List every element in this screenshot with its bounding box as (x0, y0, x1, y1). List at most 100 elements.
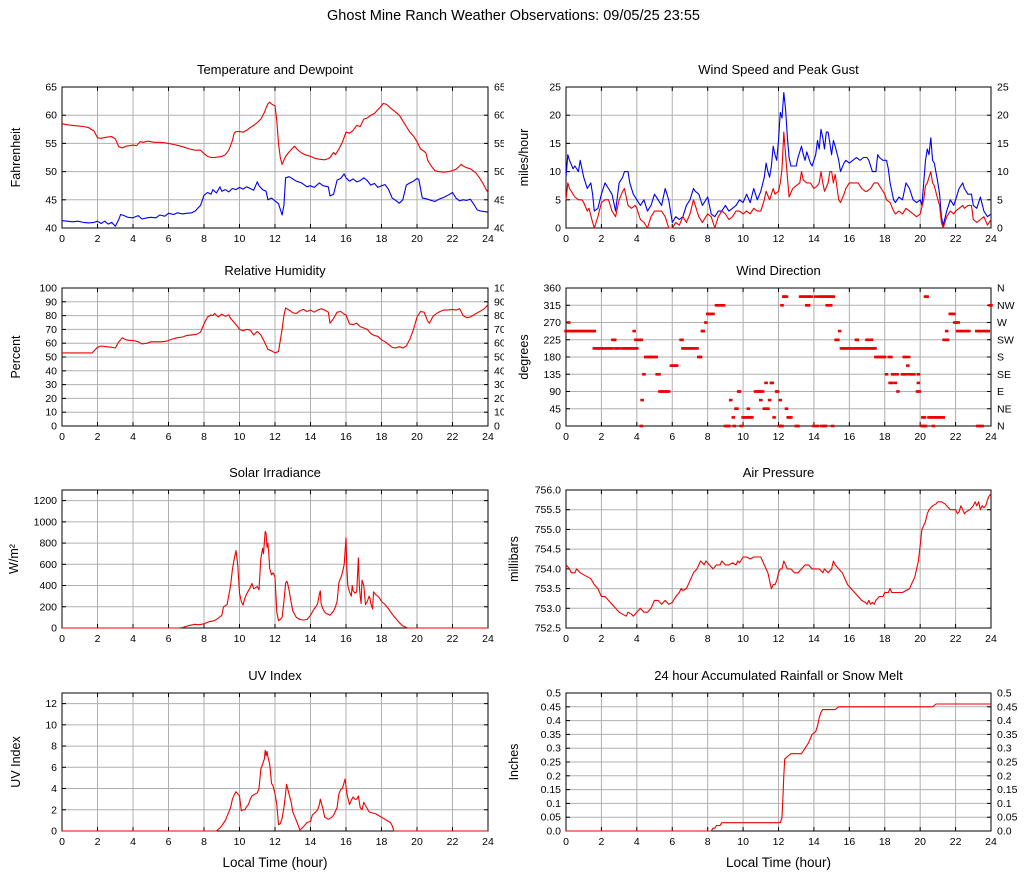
y-tick-label-right: 15 (997, 138, 1009, 150)
chart-title: Wind Speed and Peak Gust (698, 62, 859, 77)
x-tick-label: 16 (843, 633, 855, 645)
y-tick-label: 755.0 (535, 524, 561, 536)
x-tick-label: 4 (130, 836, 136, 848)
y-axis-label: Percent (9, 335, 23, 379)
x-tick-label: 24 (985, 233, 997, 245)
scatter-point (890, 381, 894, 385)
y-tick-label-right: 100 (494, 283, 504, 295)
scatter-point (720, 304, 724, 307)
y-tick-label: 0.35 (541, 729, 562, 741)
scatter-point (836, 338, 840, 342)
scatter-point (674, 364, 679, 367)
page-title: Ghost Mine Ranch Weather Observations: 0… (327, 8, 700, 24)
scatter-point (666, 390, 671, 393)
scatter-point (613, 347, 618, 350)
series-dewpoint (61, 173, 489, 227)
x-tick-label: 6 (166, 431, 172, 443)
series-wind-speed (565, 131, 992, 229)
y-tick-label: 100 (39, 283, 57, 295)
scatter-point (912, 373, 916, 376)
y-tick-label: 15 (549, 138, 561, 150)
y-tick-label: 2 (51, 804, 57, 816)
y-tick-label-right: 40 (494, 223, 504, 235)
scatter-point (896, 390, 900, 393)
x-tick-label: 4 (130, 431, 136, 443)
y-axis-label: W/m² (7, 544, 21, 574)
scatter-point (882, 355, 887, 359)
chart-air-pressure: 0 2 4 6 8 10 12 14 16 18 20 22 24 752.5 753.0 753.5 754.… (504, 450, 1027, 655)
x-tick-label: 18 (376, 836, 388, 848)
scatter-point (916, 373, 921, 376)
scatter-point (941, 416, 945, 419)
chart-wind-direction: 0 2 4 6 8 10 12 14 16 18 20 22 24 0 N 45 NE 90 E 135 SE 180 S 2… (504, 250, 1027, 450)
x-tick-label: 6 (166, 836, 172, 848)
y-tick-label-right: 70 (494, 324, 504, 336)
x-tick-label: 18 (879, 836, 891, 848)
y-tick-label-right: 65 (494, 82, 504, 94)
x-tick-label: 8 (705, 836, 711, 848)
scatter-point (731, 416, 736, 419)
scatter-point (746, 407, 751, 410)
y-tick-label-right: 60 (494, 110, 504, 122)
scatter-point (589, 329, 593, 333)
scatter-point (592, 347, 597, 350)
scatter-point (695, 347, 699, 350)
scatter-point (764, 407, 768, 410)
scatter-point (698, 355, 703, 359)
x-tick-label: 2 (95, 233, 101, 245)
y-axis-label: Fahrenheit (9, 127, 23, 187)
scatter-point (812, 424, 816, 428)
scatter-point (632, 329, 636, 333)
scatter-point (571, 329, 575, 333)
x-tick-label: 0 (563, 233, 569, 245)
x-tick-label: 12 (773, 431, 785, 443)
x-tick-label: 0 (563, 836, 569, 848)
y-tick-label: 225 (543, 334, 561, 346)
x-tick-label: 14 (305, 233, 317, 245)
scatter-point (907, 373, 912, 376)
x-tick-label: 10 (234, 233, 246, 245)
scatter-point (815, 424, 820, 428)
scatter-point (860, 347, 865, 350)
x-tick-label: 10 (737, 233, 749, 245)
scatter-point (576, 329, 581, 333)
scatter-point (680, 338, 684, 342)
scatter-point (778, 398, 783, 402)
chart-rainfall: 0 2 4 6 8 10 12 14 16 18 20 22 24 0.0 0.0 0.05 0.05 0.1 0.… (504, 655, 1027, 878)
x-tick-label: 14 (808, 836, 820, 848)
scatter-point (654, 355, 659, 359)
scatter-point (784, 295, 789, 298)
x-tick-label: 4 (634, 431, 640, 443)
y-tick-label: 0.5 (546, 688, 561, 700)
x-tick-label: 0 (563, 633, 569, 645)
x-tick-label: 24 (985, 836, 997, 848)
scatter-point (750, 416, 754, 419)
x-tick-label: 18 (879, 633, 891, 645)
y-axis-label: Inches (507, 744, 521, 781)
scatter-point (789, 416, 793, 419)
scatter-point (960, 329, 965, 333)
y-tick-label-right: 0 (494, 421, 500, 433)
plot-border (61, 489, 489, 629)
chart-title: 24 hour Accumulated Rainfall or Snow Mel… (654, 668, 903, 683)
scatter-point (904, 355, 908, 359)
y-tick-label-right: 50 (494, 352, 504, 364)
y-axis-label: millibars (507, 536, 521, 582)
scatter-point (937, 416, 942, 419)
x-tick-label: 2 (95, 431, 101, 443)
x-tick-label: 4 (130, 633, 136, 645)
y-tick-label: 0.25 (541, 757, 562, 769)
x-tick-label: 14 (808, 431, 820, 443)
x-tick-label: 14 (305, 431, 317, 443)
x-tick-label: 4 (634, 836, 640, 848)
x-tick-label: 4 (130, 233, 136, 245)
x-tick-label: 24 (482, 836, 494, 848)
scatter-point (775, 390, 780, 393)
y-tick-label: 800 (39, 538, 57, 550)
y-tick-label: 1200 (34, 495, 58, 507)
x-tick-label: 18 (879, 431, 891, 443)
scatter-point (741, 416, 745, 419)
y-tick-label: 60 (45, 338, 57, 350)
scatter-point (770, 381, 775, 385)
